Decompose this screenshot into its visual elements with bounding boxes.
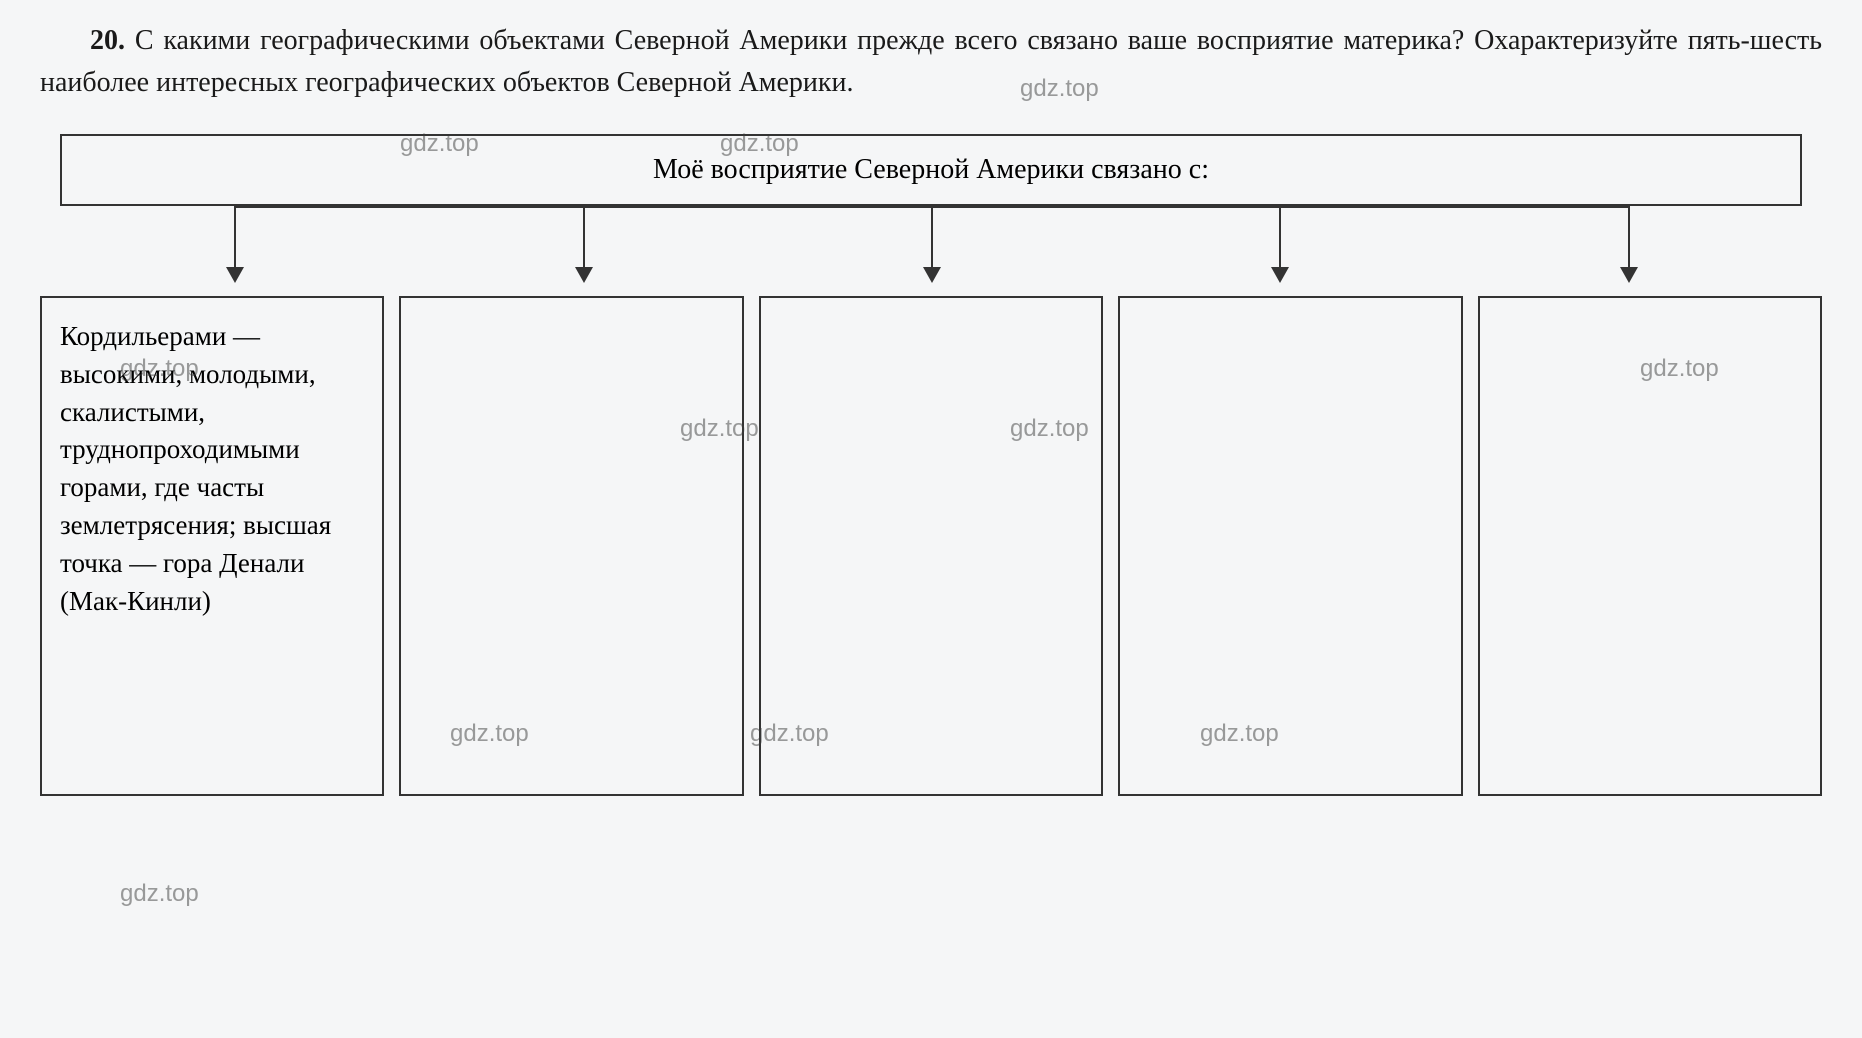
question-body: С какими географическими объектами Север… bbox=[40, 25, 1822, 98]
content-box-3 bbox=[759, 296, 1103, 796]
arrow-icon bbox=[1279, 206, 1281, 281]
arrow-icon bbox=[1628, 206, 1630, 281]
question-number: 20. bbox=[90, 25, 125, 56]
content-box-2 bbox=[399, 296, 743, 796]
diagram-container: Моё восприятие Северной Америки связано … bbox=[40, 134, 1822, 796]
arrow-icon bbox=[234, 206, 236, 281]
boxes-row: Кордильерами — высокими, молодыми, скали… bbox=[40, 296, 1822, 796]
diagram-header-box: Моё восприятие Северной Америки связано … bbox=[60, 134, 1802, 206]
watermark: gdz.top bbox=[120, 880, 199, 908]
arrow-icon bbox=[931, 206, 933, 281]
arrow-icon bbox=[583, 206, 585, 281]
content-box-5 bbox=[1478, 296, 1822, 796]
question-text: 20. С какими географическими объектами С… bbox=[40, 20, 1822, 104]
question-block: 20. С какими географическими объектами С… bbox=[40, 20, 1822, 104]
content-box-4 bbox=[1118, 296, 1462, 796]
content-box-1: Кордильерами — высокими, молодыми, скали… bbox=[40, 296, 384, 796]
arrows-container bbox=[60, 206, 1802, 296]
